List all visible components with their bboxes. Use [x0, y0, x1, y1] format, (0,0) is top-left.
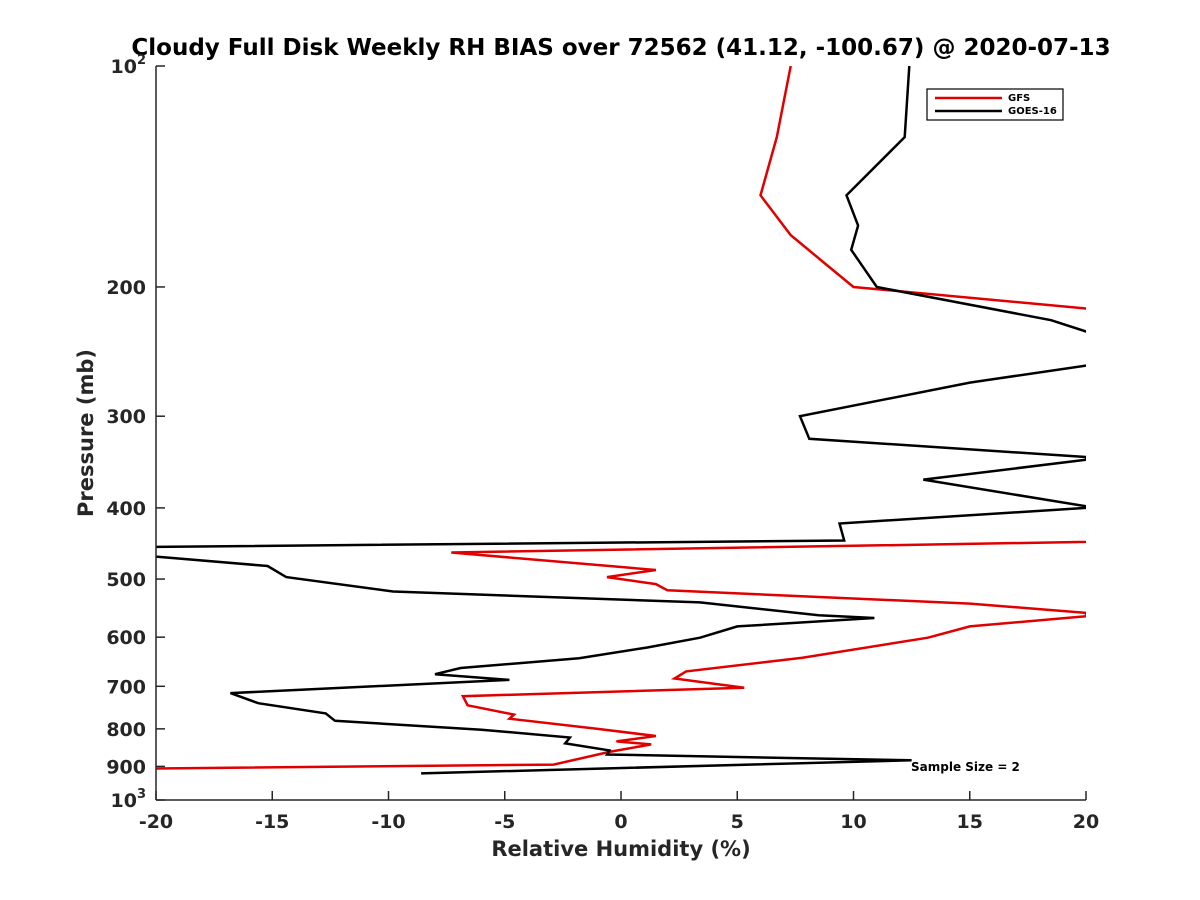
y-tick-label: 102 — [111, 53, 147, 78]
x-tick-label: -5 — [494, 811, 515, 833]
chart-title: Cloudy Full Disk Weekly RH BIAS over 725… — [131, 35, 1110, 61]
x-tick-label: 5 — [731, 811, 744, 833]
y-tick-label: 300 — [106, 406, 146, 428]
series-layer — [156, 66, 1086, 775]
y-tick-label: 400 — [106, 498, 146, 520]
y-tick-label: 200 — [106, 277, 146, 299]
y-axis-ticks: 102 200 300 400 500 600 700 800 900 103 — [106, 53, 165, 812]
x-tick-label: 15 — [957, 811, 983, 833]
legend-label-goes16: GOES-16 — [1008, 106, 1057, 117]
y-tick-label: 900 — [106, 756, 146, 778]
x-axis-label: Relative Humidity (%) — [491, 837, 750, 861]
y-axis-label: Pressure (mb) — [74, 349, 98, 517]
y-tick-label: 700 — [106, 676, 146, 698]
x-tick-label: 10 — [840, 811, 866, 833]
x-tick-label: 20 — [1073, 811, 1099, 833]
sample-size-annotation: Sample Size = 2 — [911, 760, 1020, 774]
y-tick-label: 600 — [106, 627, 146, 649]
x-tick-label: -15 — [255, 811, 289, 833]
y-tick-label: 500 — [106, 569, 146, 591]
legend-box — [926, 88, 1064, 121]
y-tick-label: 800 — [106, 719, 146, 741]
x-tick-label: 0 — [614, 811, 627, 833]
y-tick-label: 103 — [111, 787, 147, 812]
x-axis-ticks: -20 -15 -10 -5 0 5 10 15 20 — [139, 791, 1099, 833]
x-tick-label: -20 — [139, 811, 173, 833]
series-line-gfs — [156, 66, 1086, 770]
x-tick-label: -10 — [371, 811, 405, 833]
series-line-goes16 — [156, 66, 1086, 775]
legend-label-gfs: GFS — [1008, 93, 1030, 104]
legend: GFS GOES-16 — [926, 88, 1064, 121]
